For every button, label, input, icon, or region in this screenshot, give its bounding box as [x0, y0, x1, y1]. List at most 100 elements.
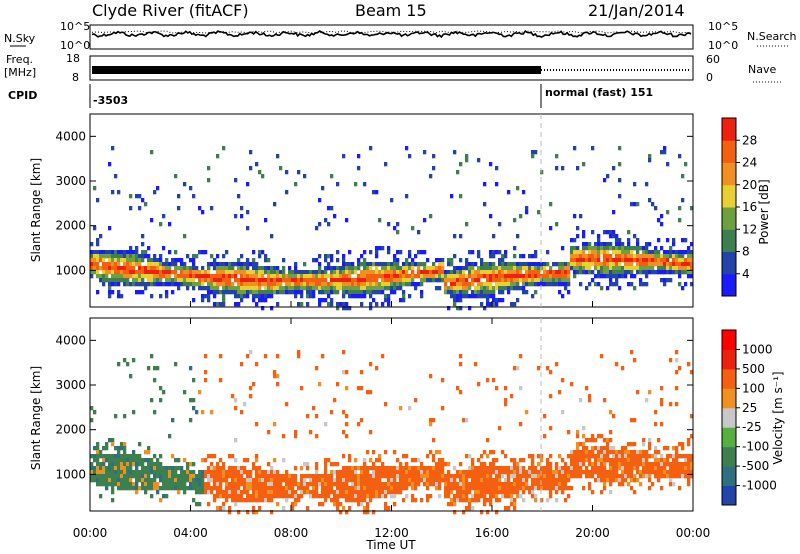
heatmap-cell	[288, 486, 292, 491]
heatmap-cell	[534, 282, 538, 287]
heatmap-cell	[384, 466, 388, 471]
heatmap-cell	[606, 250, 610, 255]
heatmap-cell	[357, 502, 361, 507]
heatmap-cell	[681, 470, 685, 475]
heatmap-cell	[219, 482, 223, 487]
heatmap-cell	[501, 282, 505, 287]
heatmap-cell	[429, 374, 433, 379]
heatmap-cell	[648, 154, 652, 159]
heatmap-cell	[345, 434, 349, 439]
heatmap-cell	[624, 474, 628, 479]
heatmap-cell	[447, 474, 451, 479]
heatmap-cell	[489, 214, 493, 219]
heatmap-cell	[138, 486, 142, 491]
heatmap-cell	[477, 494, 481, 499]
heatmap-cell	[459, 270, 463, 275]
heatmap-cell	[96, 242, 100, 247]
heatmap-cell	[486, 454, 490, 459]
heatmap-cell	[276, 470, 280, 475]
heatmap-cell	[276, 274, 280, 279]
heatmap-cell	[348, 486, 352, 491]
heatmap-cell	[672, 466, 676, 471]
heatmap-cell	[633, 450, 637, 455]
heatmap-cell	[300, 478, 304, 483]
heatmap-cell	[471, 266, 475, 271]
heatmap-cell	[399, 274, 403, 279]
heatmap-cell	[315, 270, 319, 275]
heatmap-cell	[93, 262, 97, 267]
heatmap-cell	[585, 474, 589, 479]
heatmap-cell	[342, 290, 346, 295]
heatmap-cell	[564, 466, 568, 471]
heatmap-cell	[312, 486, 316, 491]
heatmap-cell	[267, 430, 271, 435]
heatmap-cell	[345, 270, 349, 275]
heatmap-cell	[456, 282, 460, 287]
heatmap-cell	[414, 398, 418, 403]
heatmap-cell	[603, 482, 607, 487]
heatmap-cell	[381, 266, 385, 271]
heatmap-cell	[219, 490, 223, 495]
heatmap-cell	[414, 482, 418, 487]
heatmap-cell	[531, 494, 535, 499]
heatmap-cell	[306, 290, 310, 295]
heatmap-cell	[129, 374, 133, 379]
heatmap-cell	[150, 470, 154, 475]
heatmap-cell	[108, 162, 112, 167]
heatmap-cell	[195, 254, 199, 259]
heatmap-cell	[645, 466, 649, 471]
heatmap-cell	[600, 450, 604, 455]
heatmap-cell	[363, 282, 367, 287]
heatmap-cell	[111, 438, 115, 443]
heatmap-cell	[441, 274, 445, 279]
heatmap-cell	[210, 478, 214, 483]
heatmap-cell	[468, 454, 472, 459]
heatmap-cell	[228, 482, 232, 487]
heatmap-cell	[507, 286, 511, 291]
heatmap-cell	[333, 290, 337, 295]
heatmap-cell	[120, 470, 124, 475]
heatmap-cell	[591, 470, 595, 475]
heatmap-cell	[561, 458, 565, 463]
heatmap-cell	[519, 478, 523, 483]
heatmap-cell	[471, 474, 475, 479]
heatmap-cell	[243, 266, 247, 271]
heatmap-cell	[276, 486, 280, 491]
heatmap-cell	[672, 458, 676, 463]
heatmap-cell	[183, 482, 187, 487]
heatmap-cell	[447, 290, 451, 295]
heatmap-cell	[207, 478, 211, 483]
heatmap-cell	[510, 494, 514, 499]
heatmap-cell	[609, 254, 613, 259]
heatmap-cell	[444, 270, 448, 275]
heatmap-cell	[627, 230, 631, 235]
heatmap-cell	[174, 266, 178, 271]
heatmap-cell	[501, 486, 505, 491]
heatmap-cell	[486, 290, 490, 295]
heatmap-cell	[585, 438, 589, 443]
heatmap-cell	[114, 258, 118, 263]
heatmap-cell	[663, 458, 667, 463]
cpid-segment-2: normal (fast) 151	[545, 86, 653, 99]
heatmap-cell	[228, 290, 232, 295]
heatmap-cell	[150, 262, 154, 267]
heatmap-cell	[270, 490, 274, 495]
heatmap-cell	[627, 266, 631, 271]
heatmap-cell	[126, 462, 130, 467]
heatmap-cell	[90, 266, 94, 271]
heatmap-cell	[603, 470, 607, 475]
heatmap-cell	[582, 258, 586, 263]
heatmap-cell	[603, 486, 607, 491]
heatmap-cell	[285, 486, 289, 491]
heatmap-cell	[342, 270, 346, 275]
heatmap-cell	[150, 458, 154, 463]
heatmap-cell	[483, 182, 487, 187]
heatmap-cell	[474, 362, 478, 367]
heatmap-cell	[207, 278, 211, 283]
heatmap-cell	[474, 262, 478, 267]
heatmap-cell	[561, 470, 565, 475]
heatmap-cell	[393, 482, 397, 487]
heatmap-cell	[687, 250, 691, 255]
heatmap-cell	[492, 266, 496, 271]
heatmap-cell	[354, 182, 358, 187]
